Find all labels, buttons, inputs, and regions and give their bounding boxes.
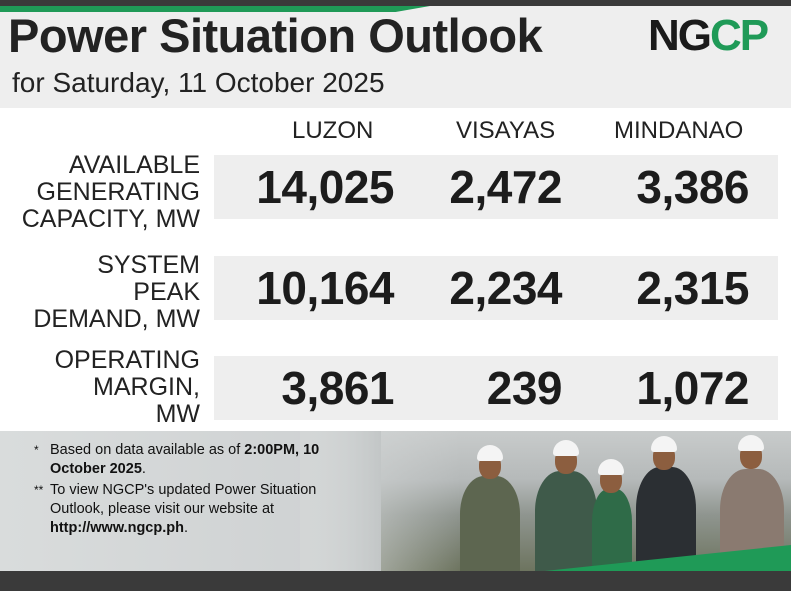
row-band-available-capacity [214,155,778,219]
hard-hat-icon [651,436,677,452]
logo-text-cp: CP [710,11,769,60]
value-mindanao-peak-demand: 2,315 [636,262,749,314]
hard-hat-icon [598,459,624,475]
photo-fade [300,431,460,571]
footnote-text: To view NGCP's updated Power Situation O… [50,482,317,517]
footer-photo [0,431,791,571]
footnote-website: ** To view NGCP's updated Power Situatio… [34,481,370,538]
page-title: Power Situation Outlook [8,9,543,62]
value-visayas-available-capacity: 2,472 [449,161,562,213]
header-band [0,6,791,108]
page-subtitle: for Saturday, 11 October 2025 [12,67,385,98]
value-visayas-operating-margin: 239 [486,362,563,414]
ngcp-logo: NGCP [648,11,769,60]
asterisk-double: ** [34,483,44,497]
row-label-available-capacity: AVAILABLE GENERATING CAPACITY, MW [21,151,200,233]
column-header-mindanao: MINDANAO [614,117,744,144]
logo-text-ng: NG [648,11,712,60]
column-header-visayas: VISAYAS [456,117,556,144]
value-luzon-available-capacity: 14,025 [256,161,394,213]
worker-figure [636,467,696,571]
footnote-data-time: * Based on data available as of 2:00PM, … [34,441,370,479]
footnotes: * Based on data available as of 2:00PM, … [34,441,370,540]
row-label-peak-demand: SYSTEM PEAK DEMAND, MW [33,251,200,333]
hard-hat-icon [553,440,579,456]
footnote-bold-time: 2:00PM, 10 October 2025 [50,442,320,477]
worker-figure [592,489,632,571]
row-band-peak-demand [214,256,778,320]
value-mindanao-available-capacity: 3,386 [636,161,749,213]
value-luzon-peak-demand: 10,164 [256,262,394,314]
top-dark-strip [0,0,791,6]
value-luzon-operating-margin: 3,861 [281,362,394,414]
footnote-text: Based on data available as of [50,442,245,458]
top-green-accent [0,6,430,12]
value-mindanao-operating-margin: 1,072 [636,362,749,414]
row-label-operating-margin: OPERATING MARGIN, MW [54,346,200,428]
footnote-end: . [141,461,146,477]
asterisk-single: * [34,443,39,457]
hard-hat-icon [738,435,764,451]
value-visayas-peak-demand: 2,234 [449,262,562,314]
row-band-operating-margin [214,356,778,420]
worker-figure [460,476,520,571]
footnote-end: . [183,520,188,536]
website-link[interactable]: http://www.ngcp.ph [50,520,184,536]
column-header-luzon: LUZON [292,117,374,144]
bottom-dark-strip [0,571,791,591]
hard-hat-icon [477,445,503,461]
worker-figure [535,471,597,571]
